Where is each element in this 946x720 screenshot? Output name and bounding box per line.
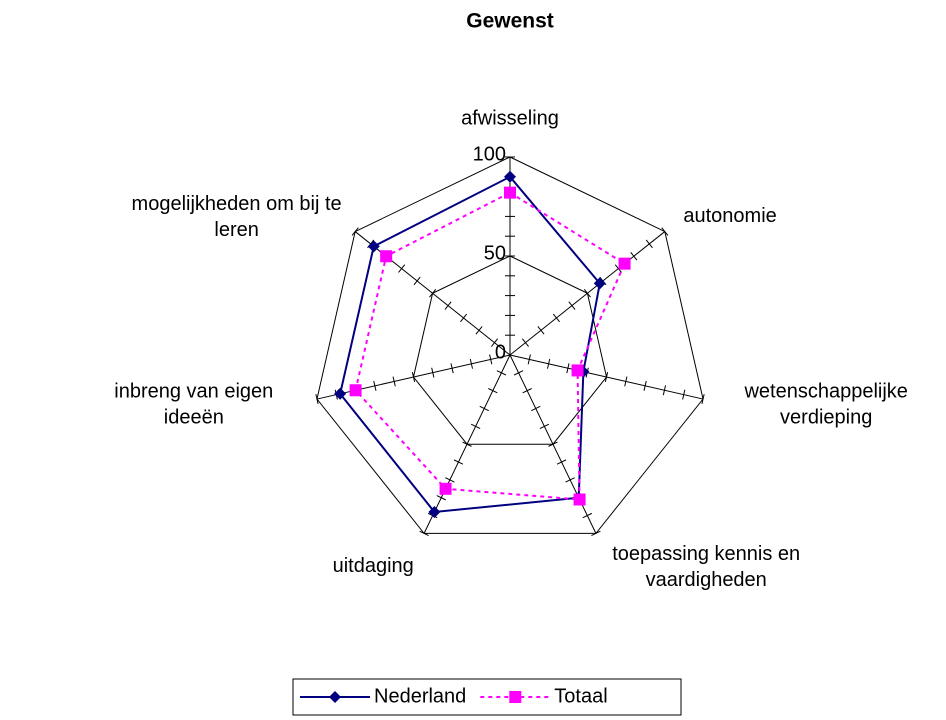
- tick-mark: [469, 358, 473, 369]
- tick-mark: [470, 423, 481, 429]
- category-label: inbreng van eigen: [114, 381, 273, 403]
- series-line: [339, 175, 601, 514]
- data-point: [504, 170, 516, 183]
- tick-mark: [548, 441, 558, 447]
- tick-mark: [436, 495, 446, 501]
- tick-mark: [522, 388, 532, 394]
- tick-mark: [398, 264, 406, 273]
- legend-marker: [329, 691, 341, 703]
- series-line: [354, 191, 626, 501]
- legend-label: Nederland: [374, 685, 466, 707]
- category-label: afwisseling: [461, 108, 559, 130]
- category-label: verdieping: [780, 407, 872, 429]
- tick-mark: [531, 405, 541, 412]
- category-label: toepassing kennis en: [612, 543, 800, 565]
- tick-mark: [411, 372, 416, 383]
- tick-mark: [453, 459, 464, 465]
- data-point: [573, 493, 586, 506]
- y-tick-label: 0: [495, 341, 506, 363]
- tick-mark: [537, 326, 545, 335]
- tick-mark: [552, 313, 560, 323]
- tick-mark: [583, 289, 591, 298]
- category-label: uitdaging: [333, 555, 414, 577]
- tick-mark: [419, 530, 429, 537]
- tick-mark: [565, 477, 575, 483]
- tick-mark: [392, 376, 396, 387]
- data-point: [349, 384, 362, 397]
- tick-mark: [373, 380, 377, 391]
- tick-mark: [614, 264, 622, 273]
- category-label: vaardigheden: [646, 569, 767, 591]
- tick-mark: [539, 423, 550, 429]
- grid-line: [316, 156, 704, 534]
- tick-mark: [444, 301, 452, 310]
- tick-mark: [547, 358, 551, 369]
- tick-mark: [462, 441, 472, 447]
- y-tick-label: 50: [484, 242, 506, 264]
- category-label: mogelijkheden om bij te: [132, 193, 342, 215]
- legend-marker: [509, 691, 522, 703]
- data-point: [593, 277, 606, 290]
- tick-mark: [566, 363, 570, 374]
- category-label: autonomie: [683, 205, 776, 227]
- tick-mark: [489, 354, 493, 365]
- tick-mark: [479, 405, 489, 412]
- tick-mark: [413, 276, 421, 286]
- legend-label: Totaal: [554, 685, 607, 707]
- legend-box: [292, 678, 682, 716]
- tick-mark: [701, 394, 705, 405]
- tick-mark: [496, 370, 507, 376]
- tick-mark: [445, 477, 455, 483]
- tick-mark: [450, 363, 454, 374]
- tick-mark: [645, 239, 653, 249]
- tick-mark: [521, 338, 529, 347]
- tick-mark: [351, 227, 359, 236]
- data-point: [504, 186, 516, 199]
- tick-mark: [682, 389, 686, 400]
- data-point: [618, 257, 631, 270]
- data-point: [380, 250, 393, 263]
- tick-mark: [556, 459, 567, 465]
- tick-mark: [662, 385, 667, 396]
- data-point: [571, 364, 584, 377]
- chart-title: Gewenst: [466, 10, 554, 33]
- tick-mark: [315, 394, 319, 405]
- tick-mark: [604, 372, 609, 383]
- tick-mark: [491, 338, 499, 347]
- category-label: wetenschappelijke: [743, 381, 907, 403]
- tick-mark: [591, 530, 601, 537]
- tick-mark: [582, 512, 593, 519]
- data-point: [367, 240, 380, 253]
- tick-mark: [429, 289, 437, 298]
- tick-mark: [630, 252, 638, 261]
- data-point: [439, 482, 452, 495]
- tick-mark: [488, 388, 498, 394]
- tick-mark: [643, 380, 647, 391]
- data-point: [334, 387, 347, 400]
- tick-mark: [568, 301, 576, 310]
- grid-line: [412, 255, 608, 445]
- tick-mark: [661, 227, 669, 236]
- category-label: leren: [214, 219, 258, 241]
- data-point: [428, 505, 441, 518]
- tick-mark: [624, 376, 628, 387]
- tick-mark: [513, 370, 524, 376]
- category-label: ideeën: [164, 407, 224, 429]
- y-tick-label: 100: [473, 143, 506, 165]
- tick-mark: [460, 313, 468, 323]
- tick-mark: [527, 354, 531, 365]
- tick-mark: [475, 326, 483, 335]
- tick-mark: [431, 367, 435, 378]
